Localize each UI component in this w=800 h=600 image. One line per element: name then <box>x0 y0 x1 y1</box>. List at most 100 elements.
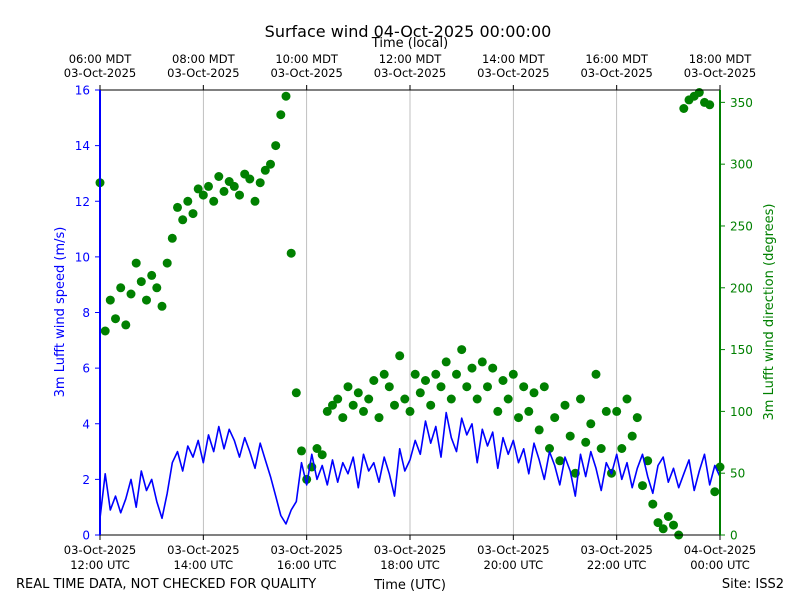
direction-point <box>178 215 188 225</box>
direction-point <box>162 258 172 268</box>
direction-point <box>328 400 337 410</box>
direction-point <box>348 400 358 410</box>
direction-point <box>343 382 353 392</box>
direction-point <box>663 512 673 521</box>
bottom-tick-date-4: 03-Oct-2025 <box>477 543 549 557</box>
direction-point <box>142 295 151 305</box>
direction-point <box>359 406 368 416</box>
left-tick-label-1: 2 <box>82 473 90 487</box>
direction-point <box>591 369 601 379</box>
direction-point <box>565 431 575 441</box>
top-tick-date-4: 03-Oct-2025 <box>477 66 549 80</box>
direction-point <box>188 209 198 219</box>
direction-point <box>245 174 255 184</box>
top-tick-date-6: 03-Oct-2025 <box>684 66 756 80</box>
direction-point <box>524 406 534 416</box>
direction-point <box>643 456 653 466</box>
direction-point <box>384 382 394 392</box>
right-tick-label-0: 0 <box>730 529 738 543</box>
direction-point <box>477 357 487 367</box>
direction-point <box>586 419 596 429</box>
direction-point <box>193 184 203 194</box>
direction-point <box>214 172 224 181</box>
left-tick-label-7: 14 <box>75 139 90 153</box>
direction-point <box>229 181 239 191</box>
direction-point <box>545 444 554 453</box>
direction-point <box>436 382 446 392</box>
direction-point <box>286 248 296 258</box>
direction-point <box>260 165 270 175</box>
right-tick-label-2: 100 <box>730 405 753 419</box>
top-tick-time-1: 08:00 MDT <box>172 52 236 66</box>
direction-point <box>431 369 441 379</box>
direction-point <box>276 110 286 120</box>
left-axis-label: 3m Lufft wind speed (m/s) <box>53 227 68 398</box>
direction-point <box>281 91 291 101</box>
direction-point <box>364 394 374 404</box>
direction-point <box>483 382 492 392</box>
direction-point <box>421 376 430 385</box>
right-axis-label: 3m Lufft wind direction (degrees) <box>762 204 777 421</box>
direction-point <box>519 382 529 392</box>
x-axis-label: Time (UTC) <box>373 578 446 593</box>
direction-point <box>390 400 399 410</box>
direction-point <box>410 369 420 379</box>
direction-point <box>617 444 627 453</box>
speed-line <box>99 411 721 525</box>
direction-point <box>529 388 539 398</box>
direction-point <box>534 425 544 435</box>
direction-point <box>694 88 704 97</box>
direction-point <box>669 520 678 530</box>
direction-point <box>648 499 658 509</box>
direction-point <box>333 394 343 404</box>
left-tick-label-0: 0 <box>82 529 90 543</box>
direction-point <box>710 487 720 497</box>
direction-point <box>555 456 565 466</box>
direction-point <box>374 413 384 423</box>
top-tick-date-5: 03-Oct-2025 <box>580 66 652 80</box>
direction-point <box>322 406 332 416</box>
top-tick-time-6: 18:00 MDT <box>689 52 753 66</box>
bottom-tick-date-6: 04-Oct-2025 <box>684 543 756 557</box>
left-tick-label-3: 6 <box>82 362 90 376</box>
direction-point <box>126 289 136 299</box>
direction-point <box>338 413 348 423</box>
top-tick-time-4: 14:00 MDT <box>482 52 546 66</box>
right-axis-ticks: 0 50 100 150 200 250 300 350 <box>720 96 753 543</box>
direction-point <box>446 394 456 404</box>
direction-point <box>198 190 208 200</box>
direction-point <box>297 446 306 456</box>
direction-point <box>632 413 642 423</box>
direction-point <box>627 431 637 441</box>
direction-point <box>204 181 213 191</box>
bottom-tick-time-5: 22:00 UTC <box>587 558 647 572</box>
top-tick-time-5: 16:00 MDT <box>585 52 649 66</box>
direction-point <box>415 388 425 398</box>
left-tick-label-4: 8 <box>82 306 90 320</box>
direction-point <box>514 413 523 423</box>
bottom-tick-date-5: 03-Oct-2025 <box>580 543 652 557</box>
direction-point <box>271 141 281 151</box>
top-tick-date-2: 03-Oct-2025 <box>270 66 342 80</box>
direction-point <box>576 394 585 404</box>
direction-point <box>488 363 498 373</box>
direction-series <box>95 88 725 540</box>
direction-point <box>400 394 410 404</box>
direction-point <box>638 481 647 491</box>
direction-point <box>100 326 110 336</box>
direction-point <box>152 283 162 293</box>
chart-title: Surface wind 04-Oct-2025 00:00:00 <box>265 22 552 41</box>
top-tick-date-3: 03-Oct-2025 <box>374 66 446 80</box>
direction-point <box>441 357 451 367</box>
top-tick-date-1: 03-Oct-2025 <box>167 66 239 80</box>
left-tick-label-5: 10 <box>75 250 90 264</box>
speed-series <box>99 411 721 525</box>
direction-point <box>250 196 260 206</box>
direction-point <box>426 400 436 410</box>
top-tick-date-0: 03-Oct-2025 <box>64 66 136 80</box>
quality-disclaimer: REAL TIME DATA, NOT CHECKED FOR QUALITY <box>16 577 316 592</box>
direction-point <box>173 202 182 212</box>
direction-point <box>183 196 193 206</box>
top-tick-time-2: 10:00 MDT <box>275 52 339 66</box>
direction-point <box>493 406 503 416</box>
